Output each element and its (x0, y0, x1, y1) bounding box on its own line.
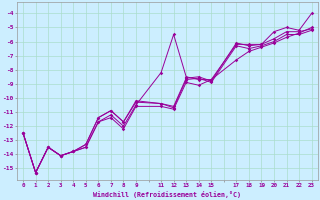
X-axis label: Windchill (Refroidissement éolien,°C): Windchill (Refroidissement éolien,°C) (93, 191, 241, 198)
